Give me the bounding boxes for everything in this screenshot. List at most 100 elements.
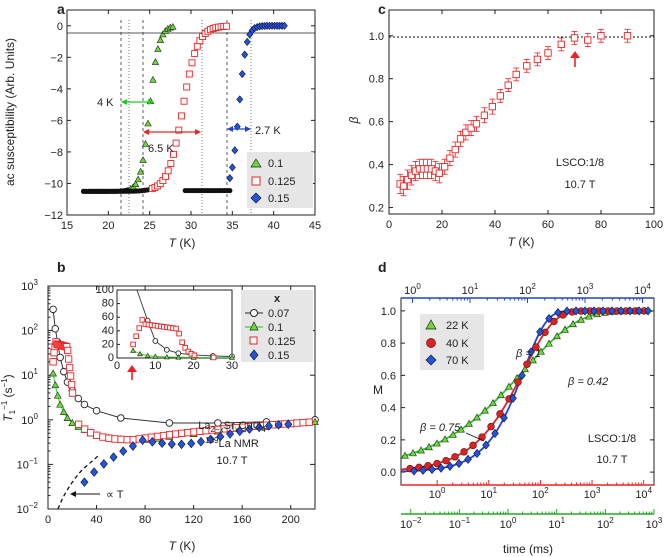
panel-c-xlabel: T (K) (508, 235, 535, 249)
y-tick-label: 103 (21, 278, 38, 293)
data-point-70 K (581, 306, 589, 316)
panel-b-linear-t-annotation: ∝ T (70, 489, 124, 501)
data-point-0.125 (177, 112, 185, 120)
panel-a-ylabel: ac susceptibility (Arb. Units) (3, 38, 17, 186)
panel-a-xlabel: T (K) (169, 236, 196, 250)
data-point-70 K (527, 347, 535, 357)
data-point-70 K (644, 306, 652, 316)
y-tick-label: −12 (44, 210, 63, 222)
extra-axis-tick-label: 103 (646, 516, 663, 531)
inset-y-tick-label: 60 (102, 311, 114, 323)
data-point-beta (584, 36, 592, 44)
y-tick-label: 0.2 (369, 203, 384, 215)
data-point-22 K (505, 382, 513, 390)
panel-d-beta-0.42: β = 0.42 (567, 376, 608, 388)
data-point-0.125 (188, 59, 196, 67)
y-tick-label: 10−1 (17, 456, 39, 471)
data-point-0.1 (144, 119, 152, 127)
data-point-0.15 (238, 69, 246, 79)
data-point-beta (523, 62, 531, 70)
data-point-0.125 (191, 50, 199, 58)
data-point-0.125 (68, 389, 77, 397)
panel-b-legend: x 0.07 0.1 0.125 0.15 (241, 290, 313, 362)
data-point-beta (446, 154, 454, 162)
data-point-40 K (523, 360, 531, 368)
y-tick-label: −6 (50, 115, 63, 127)
x-tick-label: 20 (102, 220, 114, 232)
panel-b-label: b (57, 259, 66, 275)
panel-b-data (49, 305, 319, 487)
inset-y-tick-label: 100 (96, 284, 114, 296)
data-point-22 K (537, 347, 545, 355)
data-point-0.125 (193, 42, 201, 50)
data-point-0.15 (281, 21, 288, 30)
data-point-22 K (465, 419, 473, 427)
panel-d-label: d (378, 259, 387, 275)
panel-c-label: c (378, 1, 386, 17)
bottom-axis-tick-label: 101 (480, 486, 497, 501)
panel-d-beta-0.75-annotation: β = 0.75 (419, 422, 485, 442)
inset-point-0.1 (144, 352, 151, 358)
data-point-0.1 (154, 45, 162, 52)
inset-point-0.1 (152, 353, 159, 359)
y-tick-label: 0.8 (381, 338, 396, 350)
x-tick-label: 40 (489, 219, 501, 231)
inset-y-tick-label: 20 (102, 338, 114, 350)
data-point-40 K (451, 453, 459, 461)
data-point-0.125 (87, 429, 95, 437)
data-point-70 K (563, 306, 571, 316)
x-tick-label: 0 (45, 514, 51, 526)
data-point-40 K (496, 410, 504, 418)
inset-point-0.125 (173, 325, 179, 332)
data-point-beta (512, 70, 520, 79)
data-point-beta (467, 124, 475, 132)
inset-point-0.125 (210, 354, 217, 361)
data-point-40 K (469, 441, 477, 450)
data-point-0.125 (180, 97, 188, 105)
top-axis-tick-label: 104 (634, 282, 651, 297)
x-tick-label: 30 (185, 220, 197, 232)
panel-a: a 15 20 25 30 35 40 450−2−4−6−8−10−12 4 K 6.5 (3, 1, 321, 250)
panel-d-sample-label: LSCO:1/8 (588, 433, 636, 445)
data-point-0.15 (236, 95, 244, 104)
data-point-40 K (532, 343, 540, 351)
y-tick-label: 1.0 (369, 31, 384, 43)
x-tick-label: 120 (184, 514, 202, 526)
data-point-0.15 (206, 434, 215, 445)
data-point-22 K (585, 312, 593, 320)
data-point-0.125 (178, 429, 186, 437)
data-point-beta (451, 145, 459, 154)
data-point-0.15 (119, 446, 128, 457)
panel-b-frame (47, 285, 316, 510)
inset-point-0.125 (176, 330, 182, 337)
x-tick-label: 0 (386, 219, 392, 231)
data-point-beta (480, 111, 489, 119)
top-axis-tick-label: 101 (462, 282, 479, 297)
data-point-0.07 (60, 367, 68, 376)
data-point-40 K (442, 456, 450, 465)
panel-a-annotation-2.7k: 2.7 K (255, 125, 281, 137)
data-point-0.15 (241, 50, 249, 59)
data-point-0.125 (153, 432, 162, 441)
data-point-0.125 (49, 358, 57, 366)
inset-x-tick-label: 20 (188, 360, 200, 372)
x-tick-label: 200 (282, 514, 300, 526)
data-point-0.1 (51, 381, 60, 389)
data-point-0.15 (264, 421, 273, 431)
inset-y-tick-label: 80 (102, 298, 114, 310)
extra-axis-tick-label: 100 (500, 516, 517, 531)
data-point-40 K (487, 422, 495, 431)
y-tick-label: 0.2 (381, 435, 396, 447)
panel-c-data (396, 28, 632, 197)
data-point-40 K (460, 448, 468, 456)
x-tick-label: 40 (90, 514, 102, 526)
legend-label-0.07: 0.07 (268, 308, 289, 320)
panel-a-arrow-4k (121, 99, 154, 105)
data-point-beta (557, 40, 565, 49)
data-point-0.125 (64, 355, 73, 363)
data-point-22 K (489, 399, 497, 407)
data-point-70 K (572, 306, 580, 316)
panel-b-formula: La2−xSrxCuO4 (198, 420, 266, 434)
